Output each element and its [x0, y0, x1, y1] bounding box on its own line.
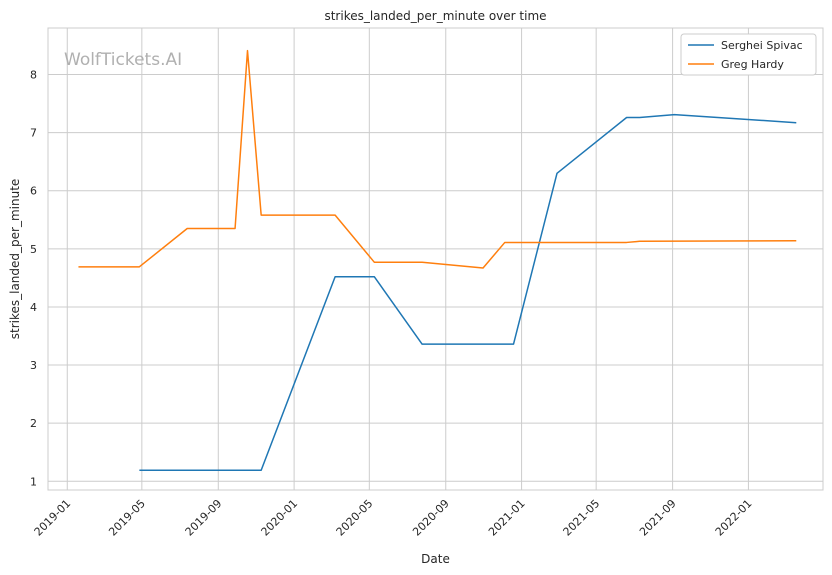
y-tick-label: 8	[30, 68, 37, 81]
y-tick-label: 5	[30, 243, 37, 256]
x-tick-label: 2021-09	[637, 497, 679, 539]
y-tick-label: 7	[30, 127, 37, 140]
x-tick-label: 2019-05	[106, 497, 148, 539]
chart-title: strikes_landed_per_minute over time	[324, 9, 546, 23]
grid-lines	[48, 28, 823, 490]
x-tick-label: 2019-01	[32, 497, 74, 539]
legend-box	[680, 33, 817, 76]
x-axis-label: Date	[421, 552, 450, 566]
y-tick-label: 3	[30, 359, 37, 372]
legend-label-serghei-spivac: Serghei Spivac	[721, 39, 803, 52]
x-tick-label: 2022-01	[713, 497, 755, 539]
y-tick-label: 6	[30, 185, 37, 198]
x-tick-label: 2021-01	[486, 497, 528, 539]
x-tick-label: 2020-05	[334, 497, 376, 539]
series-lines	[78, 49, 797, 471]
x-tick-label: 2019-09	[183, 497, 225, 539]
y-axis-label: strikes_landed_per_minute	[8, 179, 22, 340]
plot-area	[47, 27, 824, 491]
x-tick-label: 2021-05	[561, 497, 603, 539]
y-tick-label: 4	[30, 301, 37, 314]
x-tick-label: 2020-01	[259, 497, 301, 539]
series-line-serghei-spivac	[139, 113, 797, 471]
legend: Serghei Spivac Greg Hardy	[680, 33, 817, 76]
x-tick-label: 2020-09	[410, 497, 452, 539]
y-tick-label: 2	[30, 417, 37, 430]
y-tick-label: 1	[30, 475, 37, 488]
watermark: WolfTickets.AI	[64, 50, 182, 70]
legend-label-greg-hardy: Greg Hardy	[721, 58, 784, 71]
series-line-greg-hardy	[78, 49, 797, 269]
